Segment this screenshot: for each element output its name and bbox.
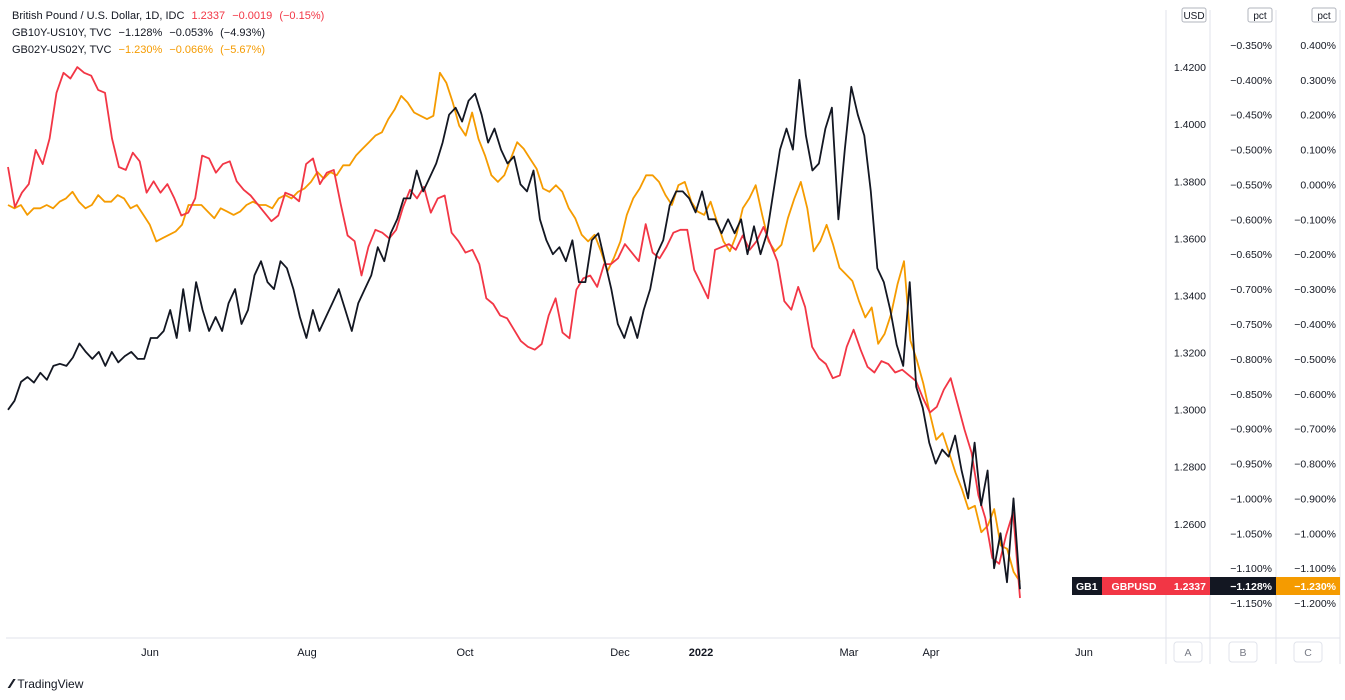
y-tick-label: −0.650% xyxy=(1230,249,1272,261)
last-value-text: 1.2337 xyxy=(1174,581,1206,593)
legend-change: −0.066% xyxy=(169,44,214,56)
legend-pct: (−0.15%) xyxy=(279,10,325,22)
last-value-text: −1.230% xyxy=(1294,581,1336,593)
y-tick-label: −1.000% xyxy=(1294,528,1336,540)
series-line-gb10y-us10y xyxy=(7,78,1021,590)
brand-name: TradingView xyxy=(17,676,84,691)
series-line-gb02y-us02y xyxy=(7,71,1021,583)
legend-row-gb02y: GB02Y-US02Y, TVC −1.230% −0.066% (−5.67%… xyxy=(12,42,324,59)
y-tick-label: −0.100% xyxy=(1294,214,1336,226)
last-value-tag xyxy=(1166,577,1210,595)
axis-unit-label: pct xyxy=(1253,11,1267,22)
axis-button[interactable] xyxy=(1173,641,1203,663)
y-tick-label: −0.200% xyxy=(1294,249,1336,261)
x-tick-label: Oct xyxy=(456,647,473,659)
y-tick-label: −0.950% xyxy=(1230,459,1272,471)
y-tick-label: −0.350% xyxy=(1230,40,1272,52)
y-tick-label: 0.000% xyxy=(1300,179,1336,191)
y-tick-label: −0.850% xyxy=(1230,389,1272,401)
y-tick-label: −1.000% xyxy=(1230,493,1272,505)
y-tick-label: 1.3000 xyxy=(1174,405,1206,417)
last-tag-gb10y-stub-text: GB1 xyxy=(1076,581,1098,593)
y-tick-label: 1.3600 xyxy=(1174,233,1206,245)
y-tick-label: 1.4200 xyxy=(1174,62,1206,74)
legend-change: −0.053% xyxy=(169,27,214,39)
axis-unit-box xyxy=(1247,7,1273,23)
x-tick-label: 2022 xyxy=(689,647,713,659)
last-tag-gb10y-stub xyxy=(1072,577,1102,595)
y-tick-label: 1.3400 xyxy=(1174,290,1206,302)
y-tick-label: −0.300% xyxy=(1294,284,1336,296)
tradingview-branding[interactable]: ⁄⁄ TradingView xyxy=(10,676,83,691)
x-tick-label: Aug xyxy=(297,647,317,659)
x-tick-label: Jun xyxy=(1075,647,1093,659)
legend-change: −0.0019 xyxy=(232,10,273,22)
legend-row-gbpusd: British Pound / U.S. Dollar, 1D, IDC 1.2… xyxy=(12,8,324,25)
axis-button-label: A xyxy=(1184,647,1191,659)
y-tick-label: 1.2800 xyxy=(1174,462,1206,474)
x-tick-label: Jun xyxy=(141,647,159,659)
axis-unit-label: USD xyxy=(1183,11,1204,22)
y-tick-label: −0.800% xyxy=(1230,354,1272,366)
y-tick-label: 1.3800 xyxy=(1174,176,1206,188)
last-value-text: −1.128% xyxy=(1230,581,1272,593)
axis-unit-label: pct xyxy=(1317,11,1331,22)
x-tick-label: Mar xyxy=(840,647,859,659)
legend-row-gb10y: GB10Y-US10Y, TVC −1.128% −0.053% (−4.93%… xyxy=(12,25,324,42)
legend-symbol: GB10Y-US10Y, TVC xyxy=(12,27,112,39)
legend-symbol: British Pound / U.S. Dollar, 1D, IDC xyxy=(12,10,185,22)
axis-unit-box xyxy=(1311,7,1337,23)
legend-last: −1.128% xyxy=(118,27,163,39)
y-tick-label: 1.4000 xyxy=(1174,119,1206,131)
last-value-tag xyxy=(1210,577,1276,595)
y-tick-label: 0.200% xyxy=(1300,110,1336,122)
series-line-gbpusd xyxy=(7,66,1021,599)
y-tick-label: −0.400% xyxy=(1230,75,1272,87)
y-tick-label: −0.600% xyxy=(1230,214,1272,226)
tradingview-logo-icon: ⁄⁄ xyxy=(10,676,14,691)
x-tick-label: Dec xyxy=(610,647,630,659)
x-tick-label: Apr xyxy=(922,647,939,659)
axis-button[interactable] xyxy=(1293,641,1323,663)
y-tick-label: −0.700% xyxy=(1294,424,1336,436)
y-tick-label: 1.3200 xyxy=(1174,348,1206,360)
y-tick-label: 0.300% xyxy=(1300,75,1336,87)
y-tick-label: −0.600% xyxy=(1294,389,1336,401)
y-tick-label: −0.500% xyxy=(1294,354,1336,366)
axis-button-label: C xyxy=(1304,647,1312,659)
y-tick-label: −1.100% xyxy=(1294,563,1336,575)
y-tick-label: −1.050% xyxy=(1230,528,1272,540)
y-tick-label: −0.800% xyxy=(1294,459,1336,471)
legend-last: −1.230% xyxy=(118,44,163,56)
y-tick-label: −0.550% xyxy=(1230,179,1272,191)
y-tick-label: −1.100% xyxy=(1230,563,1272,575)
last-value-tag xyxy=(1276,577,1340,595)
y-tick-label: −0.900% xyxy=(1294,493,1336,505)
chart-legend: British Pound / U.S. Dollar, 1D, IDC 1.2… xyxy=(12,8,324,59)
y-tick-label: −0.700% xyxy=(1230,284,1272,296)
y-tick-label: −0.450% xyxy=(1230,110,1272,122)
y-tick-label: −0.900% xyxy=(1230,424,1272,436)
y-tick-label: 0.400% xyxy=(1300,40,1336,52)
legend-pct: (−5.67%) xyxy=(220,44,266,56)
y-tick-label: 0.100% xyxy=(1300,145,1336,157)
legend-symbol: GB02Y-US02Y, TVC xyxy=(12,44,112,56)
y-tick-label: 1.2600 xyxy=(1174,519,1206,531)
axis-unit-box xyxy=(1181,7,1207,23)
y-tick-label: −1.200% xyxy=(1294,598,1336,610)
y-tick-label: −0.400% xyxy=(1294,319,1336,331)
axis-button[interactable] xyxy=(1228,641,1258,663)
last-tag-gbpusd xyxy=(1102,577,1166,595)
y-tick-label: −0.750% xyxy=(1230,319,1272,331)
last-tag-gbpusd-text: GBPUSD xyxy=(1112,581,1157,593)
y-tick-label: −0.500% xyxy=(1230,145,1272,157)
legend-last: 1.2337 xyxy=(191,10,226,22)
y-tick-label: −1.150% xyxy=(1230,598,1272,610)
axis-button-label: B xyxy=(1239,647,1246,659)
legend-pct: (−4.93%) xyxy=(220,27,266,39)
